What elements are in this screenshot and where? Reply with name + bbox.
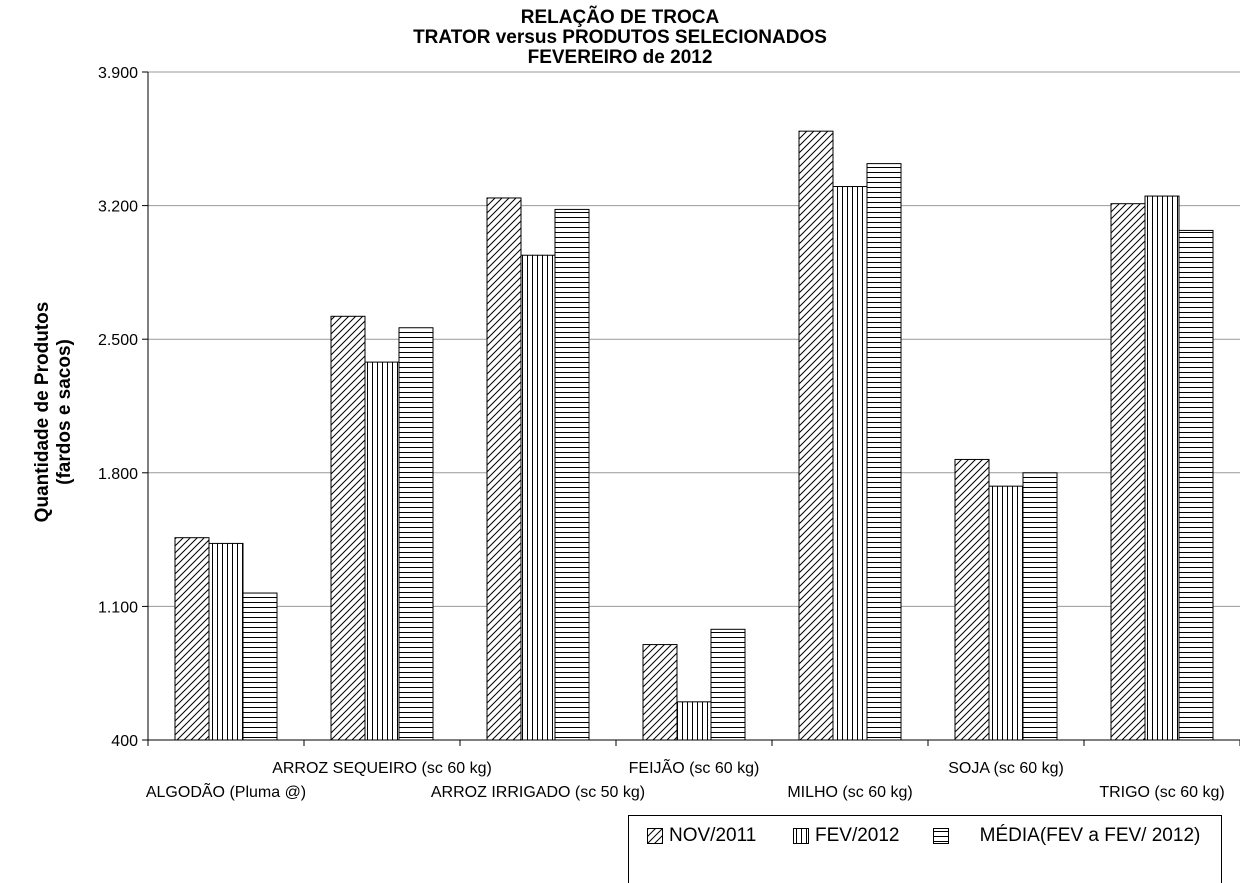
bar-vertical (520, 254, 556, 741)
legend-label: NOV/2011 (669, 825, 757, 846)
x-category-label: FEIJÃO (sc 60 kg) (629, 757, 760, 777)
y-axis-label: (fardos e sacos) (54, 339, 75, 485)
legend-swatch-horizontal-icon (933, 828, 949, 844)
x-category-label: ARROZ SEQUEIRO (sc 60 kg) (272, 760, 492, 777)
bar-vertical (364, 361, 400, 741)
legend-item-nov2011: NOV/2011 (647, 825, 756, 847)
y-tick-label: 2.500 (98, 332, 138, 349)
y-tick-label: 1.800 (98, 466, 138, 483)
legend-swatch-diagonal-icon (647, 828, 663, 844)
chart-title-line-2: TRATOR versus PRODUTOS SELECIONADOS (413, 27, 827, 48)
bar-vertical (1144, 195, 1180, 741)
bar-horizontal (866, 163, 902, 741)
x-category-label: MILHO (sc 60 kg) (787, 784, 912, 801)
y-tick-label: 400 (111, 733, 138, 750)
bar-diagonal (330, 315, 366, 741)
bar-vertical (832, 186, 868, 741)
x-category-label: ALGODÃO (Pluma @) (146, 781, 306, 801)
legend-label: FEV/2012 (815, 825, 900, 846)
bar-horizontal (1022, 472, 1058, 741)
bar-diagonal (174, 537, 210, 741)
bar-diagonal (642, 644, 678, 741)
bar-diagonal (486, 197, 522, 741)
x-category-label: TRIGO (sc 60 kg) (1099, 784, 1224, 801)
bar-diagonal (1110, 203, 1146, 741)
y-tick-label: 3.900 (98, 65, 138, 82)
bar-diagonal (954, 458, 990, 741)
y-tick-label: 1.100 (98, 599, 138, 616)
chart-title-line-1: RELAÇÃO DE TROCA (520, 7, 720, 28)
legend-swatch-vertical-icon (793, 828, 809, 844)
bar-horizontal (398, 327, 434, 741)
bar-horizontal (554, 208, 590, 741)
legend: NOV/2011 FEV/2012 MÉDIA(FEV a FEV/ 2012) (628, 815, 1222, 883)
bar-vertical (988, 485, 1024, 741)
y-tick-label: 3.200 (98, 199, 138, 216)
bar-diagonal (798, 130, 834, 741)
bar-horizontal (710, 628, 746, 741)
bar-vertical (676, 701, 712, 741)
x-category-label: ARROZ IRRIGADO (sc 50 kg) (431, 784, 645, 801)
legend-item-fev2012: FEV/2012 (793, 825, 900, 847)
legend-item-media: MÉDIA(FEV a FEV/ 2012) (933, 825, 1225, 847)
bar-vertical (208, 542, 244, 741)
bar-horizontal (1178, 229, 1214, 741)
legend-label: MÉDIA(FEV a FEV/ 2012) (979, 825, 1201, 846)
chart-title-line-3: FEVEREIRO de 2012 (527, 47, 713, 68)
x-category-label: SOJA (sc 60 kg) (948, 760, 1064, 777)
y-axis-label: Quantidade de Produtos (32, 302, 53, 523)
bar-horizontal (242, 592, 278, 741)
